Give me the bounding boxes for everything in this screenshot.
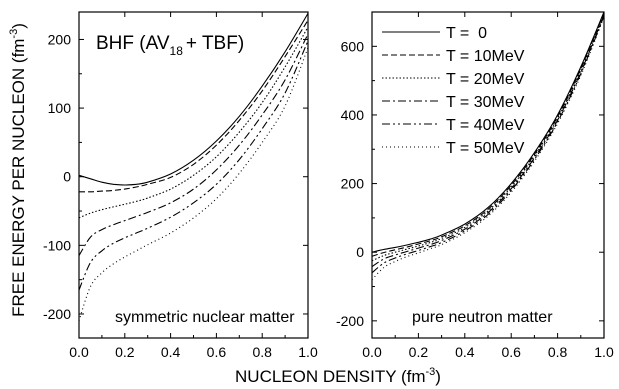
y-tick-label: 0 <box>63 169 71 185</box>
legend-label: T = 30MeV <box>446 94 525 111</box>
panel-label-symmetric: symmetric nuclear matter <box>115 309 295 326</box>
x-tick-label: 1.0 <box>298 344 318 360</box>
series-line <box>371 12 605 257</box>
y-tick-label: 600 <box>341 38 365 54</box>
y-tick-label: 400 <box>341 107 365 123</box>
ticks-right: 0.0 0.2 0.4 0.6 0.8 1.0 -200 0 200 400 600 <box>336 12 614 360</box>
y-tick-label: 200 <box>341 176 365 192</box>
legend: T = 0 T = 10MeV T = 20MeV T = 30MeV T = 40Me… <box>382 25 525 157</box>
inset-title: BHF (AV18 + TBF) <box>96 33 244 58</box>
x-tick-label: 0.8 <box>252 344 272 360</box>
y-axis-label: FREE ENERGY PER NUCLEON (fm-3) <box>8 23 28 317</box>
panel-label-neutron: pure neutron matter <box>412 309 553 326</box>
series-left <box>78 13 309 321</box>
x-tick-label: 0.0 <box>362 344 382 360</box>
series-line <box>371 11 605 253</box>
y-tick-label: 100 <box>48 100 72 116</box>
x-tick-label: 0.6 <box>207 344 227 360</box>
x-tick-label: 0.2 <box>115 344 135 360</box>
y-tick-label: -200 <box>43 306 71 322</box>
legend-label: T = 10MeV <box>446 48 525 65</box>
legend-label: T = 50MeV <box>446 140 525 157</box>
series-line <box>371 15 605 274</box>
x-tick-label: 0.0 <box>69 344 89 360</box>
y-tick-label: 200 <box>48 31 72 47</box>
x-tick-label: 0.6 <box>501 344 521 360</box>
x-tick-label: 0.4 <box>455 344 475 360</box>
legend-label: T = 0 <box>446 25 487 42</box>
y-tick-label: -100 <box>43 237 71 253</box>
series-line <box>371 14 605 268</box>
ticks-left: 0.0 0.2 0.4 0.6 0.8 1.0 -200 -100 0 100 200 <box>43 12 318 360</box>
series-line <box>78 47 309 321</box>
series-right <box>371 11 605 281</box>
series-line <box>371 13 605 262</box>
legend-label: T = 20MeV <box>446 71 525 88</box>
x-tick-label: 0.8 <box>548 344 568 360</box>
legend-label: T = 40MeV <box>446 117 525 134</box>
series-line <box>78 26 309 219</box>
series-line <box>78 40 309 291</box>
y-tick-label: 0 <box>356 244 364 260</box>
x-tick-label: 1.0 <box>594 344 614 360</box>
panel-symmetric: 0.0 0.2 0.4 0.6 0.8 1.0 -200 -100 0 100 200 BHF (A… <box>43 11 318 360</box>
series-line <box>78 33 309 256</box>
x-tick-label: 0.4 <box>161 344 181 360</box>
y-tick-label: -200 <box>336 313 364 329</box>
x-tick-label: 0.2 <box>409 344 429 360</box>
series-line <box>78 19 309 193</box>
series-line <box>78 13 309 186</box>
x-axis-label: NUCLEON DENSITY (fm-3) <box>235 366 441 386</box>
